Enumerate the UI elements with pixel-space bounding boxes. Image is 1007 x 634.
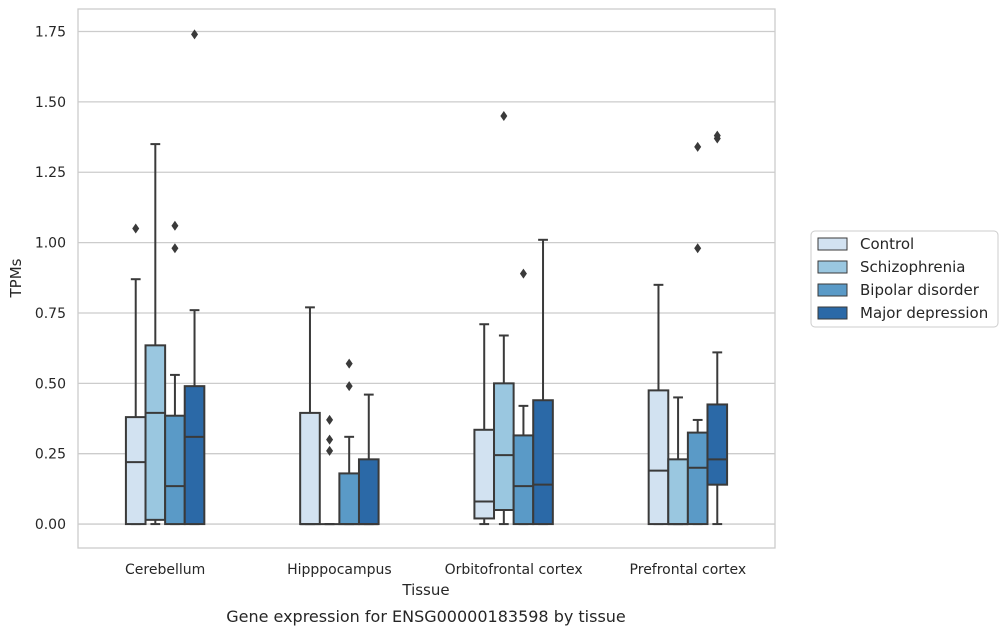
outlier-point	[500, 110, 508, 121]
box-iqr	[124, 416, 147, 526]
x-axis-title: Tissue	[401, 581, 449, 599]
y-tick-label: 1.25	[35, 165, 66, 181]
chart-caption: Gene expression for ENSG00000183598 by t…	[226, 607, 626, 626]
box-group	[686, 141, 709, 526]
outlier-point	[132, 223, 140, 234]
box-group	[357, 393, 380, 526]
box-iqr	[164, 414, 186, 526]
x-tick-label: Hipppocampus	[287, 562, 392, 578]
x-tick-label: Prefrontal cortex	[630, 562, 747, 578]
box-group	[319, 414, 340, 526]
box-iqr	[512, 434, 535, 526]
outlier-point	[694, 141, 702, 152]
box-iqr	[473, 428, 496, 520]
plot-frame	[77, 8, 776, 549]
outlier-point	[345, 358, 353, 369]
box-group	[338, 358, 360, 526]
box-group	[183, 29, 206, 526]
outlier-point	[191, 29, 199, 40]
box-iqr	[144, 344, 167, 521]
legend-label: Major depression	[860, 304, 988, 322]
y-axis-title: TPMs	[7, 258, 25, 298]
y-tick-label: 0.00	[35, 517, 66, 533]
box-group	[706, 130, 729, 526]
outlier-point	[326, 414, 334, 425]
box-group	[493, 110, 515, 526]
y-tick-label: 0.25	[35, 447, 66, 463]
box-group	[164, 220, 186, 526]
box-iqr	[667, 458, 689, 526]
box-iqr	[686, 431, 709, 526]
box-group	[512, 268, 535, 526]
x-tick-labels: Cerebellum Hipppocampus Orbitofrontal cort…	[125, 562, 746, 578]
outlier-point	[326, 445, 334, 456]
outlier-point	[694, 243, 702, 254]
y-tick-label: 1.00	[35, 236, 66, 252]
box-iqr	[493, 382, 515, 512]
box-iqr	[647, 389, 670, 526]
legend-label: Schizophrenia	[860, 258, 965, 276]
outlier-point	[326, 434, 334, 445]
box-group	[532, 238, 554, 526]
outlier-point	[345, 381, 353, 392]
outlier-point	[713, 130, 721, 141]
box-iqr	[706, 403, 729, 486]
legend-swatch	[817, 283, 848, 297]
outlier-point	[171, 220, 179, 231]
y-tick-label: 0.75	[35, 306, 66, 322]
box-iqr	[299, 411, 321, 526]
legend: Control Schizophrenia Bipolar disorder Majo…	[810, 230, 999, 328]
box-group	[647, 283, 670, 526]
boxes	[124, 29, 729, 526]
y-tick-labels: 0.00 0.25 0.50 0.75 1.00 1.25 1.50 1.75	[35, 25, 66, 534]
outlier-point	[519, 268, 527, 279]
y-tick-label: 0.50	[35, 376, 66, 392]
legend-frame	[810, 230, 999, 328]
y-tick-label: 1.75	[35, 25, 66, 41]
box-group	[473, 323, 496, 526]
box-iqr	[532, 399, 554, 526]
box-group	[144, 143, 167, 526]
box-iqr	[357, 458, 380, 526]
x-tick-label: Orbitofrontal cortex	[445, 562, 583, 578]
legend-swatch	[817, 306, 848, 320]
legend-label: Bipolar disorder	[860, 281, 980, 299]
outlier-point	[171, 243, 179, 254]
legend-label: Control	[860, 235, 914, 253]
box-group	[299, 306, 321, 526]
box-group	[124, 223, 147, 526]
x-tick-label: Cerebellum	[125, 562, 205, 578]
box-iqr	[183, 385, 206, 526]
legend-swatch	[817, 260, 848, 274]
box-group	[667, 396, 689, 526]
y-tick-label: 1.50	[35, 95, 66, 111]
box-iqr	[338, 472, 360, 526]
legend-swatch	[817, 237, 848, 251]
